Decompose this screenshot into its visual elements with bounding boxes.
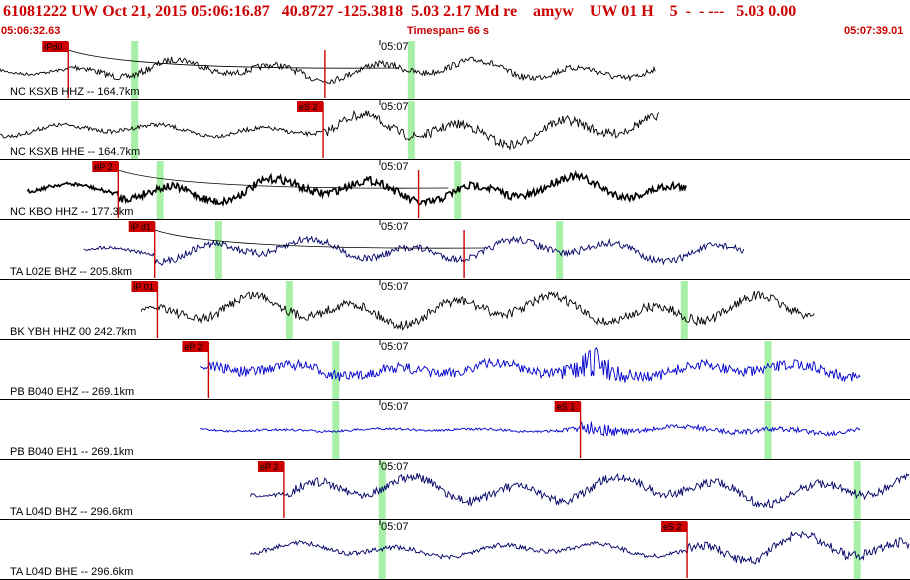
pick-tag bbox=[42, 41, 69, 52]
waveform bbox=[249, 530, 910, 565]
time-marker bbox=[853, 521, 861, 579]
start-time: 05:06:32.63 bbox=[1, 25, 61, 37]
timespan-label: Timespan= 66 s bbox=[407, 25, 490, 37]
pick-label: eS 2 bbox=[299, 102, 318, 112]
time-marker bbox=[407, 101, 415, 159]
pick-label: eS 2 bbox=[663, 522, 682, 532]
trace-row[interactable]: eP 2 bbox=[0, 160, 910, 220]
pick-label: eS 1 bbox=[557, 402, 576, 412]
waveform bbox=[140, 290, 815, 331]
time-marker bbox=[680, 281, 688, 339]
trace-row[interactable]: eS 2 bbox=[0, 520, 910, 580]
event-header: 61081222 UW Oct 21, 2015 05:06:16.87 40.… bbox=[0, 0, 910, 40]
trace-label: TA L04D BHZ -- 296.6km bbox=[10, 506, 133, 518]
pick-tag bbox=[92, 161, 119, 172]
pick-tag bbox=[131, 281, 158, 292]
waveform bbox=[199, 421, 861, 437]
minute-label: 05:07 bbox=[381, 341, 409, 353]
trace-row[interactable]: iPd0 bbox=[0, 40, 910, 100]
pick-tag bbox=[554, 401, 581, 412]
time-marker bbox=[332, 401, 340, 459]
pick-label: iP 01 bbox=[133, 282, 153, 292]
time-marker bbox=[378, 461, 386, 519]
pick-tag bbox=[661, 521, 688, 532]
trace-label: PB B040 EHZ -- 269.1km bbox=[10, 386, 135, 398]
trace-label: TA L02E BHZ -- 205.8km bbox=[10, 266, 133, 278]
pick-tag bbox=[257, 461, 284, 472]
trace-label: NC KBO HHZ -- 177.3km bbox=[10, 206, 134, 218]
trace-label: BK YBH HHZ 00 242.7km bbox=[10, 326, 137, 338]
seismogram-panel[interactable]: iPd0 eS 2 eP 2 iP d1 iP 01 eP 2 eS 1 eP 2 eS 2 bbox=[0, 40, 910, 580]
trace-row[interactable]: eS 1 bbox=[0, 400, 910, 460]
minute-label: 05:07 bbox=[381, 461, 409, 473]
pick-tag bbox=[297, 101, 324, 112]
waveform bbox=[249, 472, 910, 509]
minute-label: 05:07 bbox=[381, 101, 409, 113]
waveform bbox=[199, 347, 861, 383]
coda-curve bbox=[118, 169, 449, 189]
time-marker bbox=[853, 461, 861, 519]
trace-row[interactable]: iP d1 bbox=[0, 220, 910, 280]
waveform bbox=[83, 235, 745, 266]
trace-row[interactable]: iP 01 bbox=[0, 280, 910, 340]
pick-label: iPd0 bbox=[44, 42, 62, 52]
end-time: 05:07:39.01 bbox=[844, 25, 904, 37]
minute-label: 05:07 bbox=[381, 281, 409, 293]
trace-label: NC KSXB HHE -- 164.7km bbox=[10, 146, 141, 158]
trace-label: TA L04D BHE -- 296.6km bbox=[10, 566, 134, 578]
time-marker bbox=[556, 221, 564, 279]
pick-label: eP 2 bbox=[184, 342, 202, 352]
minute-label: 05:07 bbox=[381, 161, 409, 173]
pick-tag bbox=[182, 341, 209, 352]
minute-label: 05:07 bbox=[381, 401, 409, 413]
coda-curve bbox=[68, 49, 399, 69]
event-title: 61081222 UW Oct 21, 2015 05:06:16.87 40.… bbox=[3, 3, 797, 20]
minute-label: 05:07 bbox=[381, 41, 409, 53]
minute-label: 05:07 bbox=[381, 521, 409, 533]
pick-label: iP d1 bbox=[131, 222, 151, 232]
time-marker bbox=[214, 221, 222, 279]
trace-row[interactable]: eS 2 bbox=[0, 100, 910, 160]
time-marker bbox=[332, 341, 340, 399]
trace-label: PB B040 EH1 -- 269.1km bbox=[10, 446, 134, 458]
trace-label: NC KSXB HHZ -- 164.7km bbox=[10, 86, 140, 98]
waveform bbox=[0, 109, 660, 151]
coda-curve bbox=[154, 229, 485, 249]
pick-label: eP 2 bbox=[94, 162, 112, 172]
time-marker bbox=[285, 281, 293, 339]
trace-row[interactable]: eP 2 bbox=[0, 340, 910, 400]
waveform bbox=[26, 170, 687, 207]
time-marker bbox=[764, 341, 772, 399]
pick-label: eP 2 bbox=[260, 462, 278, 472]
pick-tag bbox=[128, 221, 155, 232]
waveform bbox=[0, 56, 656, 85]
trace-row[interactable]: eP 2 bbox=[0, 460, 910, 520]
minute-label: 05:07 bbox=[381, 221, 409, 233]
time-marker bbox=[131, 41, 139, 99]
